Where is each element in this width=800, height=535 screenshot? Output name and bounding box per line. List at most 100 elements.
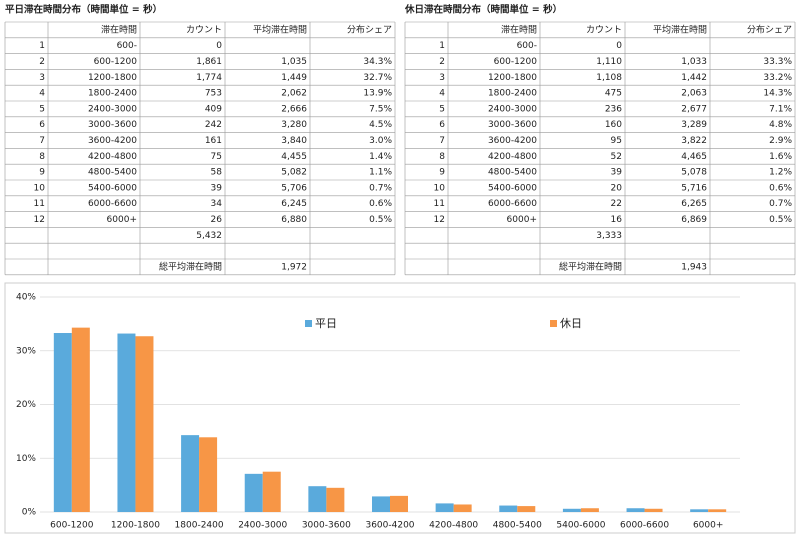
cell: 33.3% bbox=[763, 57, 792, 67]
cell: 4.5% bbox=[369, 120, 392, 130]
cell: 5,082 bbox=[281, 168, 307, 178]
cell: 6,880 bbox=[281, 215, 307, 225]
cell: 34 bbox=[211, 199, 223, 209]
y-tick-label: 0% bbox=[22, 508, 37, 518]
bar bbox=[326, 487, 345, 512]
cell: 8 bbox=[39, 152, 45, 162]
cell: 26 bbox=[211, 215, 223, 225]
cell: 2400-3000 bbox=[88, 104, 137, 114]
bar bbox=[499, 505, 518, 512]
cell: 3,840 bbox=[281, 136, 307, 146]
cell: 1,943 bbox=[681, 262, 707, 272]
bar bbox=[644, 508, 663, 512]
bar bbox=[453, 504, 472, 512]
cell: 1,774 bbox=[196, 73, 222, 83]
cell: 1.2% bbox=[769, 168, 792, 178]
cell: 分布シェア bbox=[747, 23, 792, 35]
cell: 32.7% bbox=[363, 73, 392, 83]
cell: 16 bbox=[611, 215, 623, 225]
cell: 2,666 bbox=[281, 104, 307, 114]
legend-label: 平日 bbox=[315, 317, 337, 330]
x-tick-label: 4800-5400 bbox=[493, 521, 542, 531]
cell: 1,449 bbox=[281, 73, 307, 83]
x-tick-label: 6000+ bbox=[693, 521, 723, 531]
cell: 600- bbox=[517, 41, 537, 51]
table-title: 平日滞在時間分布（時間単位 = 秒） bbox=[5, 4, 162, 16]
legend-label: 休日 bbox=[560, 317, 582, 330]
x-tick-label: 4200-4800 bbox=[429, 521, 478, 531]
cell: 6,245 bbox=[281, 199, 307, 209]
y-tick-label: 30% bbox=[16, 346, 36, 356]
cell: 5,432 bbox=[196, 231, 222, 241]
cell: 2,063 bbox=[681, 89, 707, 99]
cell: 39 bbox=[211, 183, 223, 193]
cell: 0.5% bbox=[369, 215, 392, 225]
cell: 1,972 bbox=[281, 262, 307, 272]
cell: 3600-4200 bbox=[88, 136, 137, 146]
cell: 34.3% bbox=[363, 57, 392, 67]
cell: 6000+ bbox=[107, 215, 137, 225]
cell: 1,033 bbox=[681, 57, 707, 67]
cell: 12 bbox=[34, 215, 45, 225]
cell: 8 bbox=[439, 152, 445, 162]
cell: 3600-4200 bbox=[488, 136, 537, 146]
x-tick-label: 1200-1800 bbox=[111, 521, 160, 531]
cell: 600-1200 bbox=[94, 57, 138, 67]
cell: 平均滞在時間 bbox=[653, 23, 707, 35]
bar bbox=[308, 486, 327, 512]
cell: カウント bbox=[586, 24, 622, 35]
cell: 6,869 bbox=[681, 215, 707, 225]
cell: 7 bbox=[439, 136, 445, 146]
x-tick-label: 5400-6000 bbox=[556, 521, 605, 531]
cell: 総平均滞在時間 bbox=[159, 260, 222, 272]
bar bbox=[690, 509, 709, 512]
cell: 160 bbox=[605, 120, 622, 130]
bar bbox=[262, 471, 281, 512]
cell: 6000+ bbox=[507, 215, 537, 225]
cell: 3000-3600 bbox=[88, 120, 137, 130]
cell: 2 bbox=[39, 57, 45, 67]
cell: 10 bbox=[34, 183, 46, 193]
cell: 0.7% bbox=[369, 183, 392, 193]
bar bbox=[53, 333, 72, 512]
cell: 1,110 bbox=[596, 57, 622, 67]
cell: 5,078 bbox=[681, 168, 707, 178]
cell: 0.6% bbox=[369, 199, 392, 209]
cell: 4200-4800 bbox=[88, 152, 137, 162]
x-tick-label: 3600-4200 bbox=[365, 521, 414, 531]
cell: 5400-6000 bbox=[88, 183, 137, 193]
cell: 4200-4800 bbox=[488, 152, 537, 162]
bar bbox=[562, 508, 581, 512]
cell: 242 bbox=[205, 120, 222, 130]
cell: 3,333 bbox=[596, 231, 622, 241]
cell: 9 bbox=[39, 168, 45, 178]
cell: 3,280 bbox=[281, 120, 307, 130]
bar bbox=[708, 509, 727, 512]
cell: 1,442 bbox=[681, 73, 707, 83]
cell: 10 bbox=[434, 183, 446, 193]
cell: 3000-3600 bbox=[488, 120, 537, 130]
cell: 4,455 bbox=[281, 152, 307, 162]
bar bbox=[435, 503, 454, 512]
cell: 2400-3000 bbox=[488, 104, 537, 114]
cell: 52 bbox=[611, 152, 622, 162]
cell: 14.3% bbox=[763, 89, 792, 99]
bar bbox=[135, 336, 154, 512]
cell: 0.5% bbox=[769, 215, 792, 225]
cell: 600-1200 bbox=[494, 57, 538, 67]
cell: 6000-6600 bbox=[488, 199, 537, 209]
x-tick-label: 3000-3600 bbox=[302, 521, 351, 531]
table-title: 休日滞在時間分布（時間単位 = 秒） bbox=[404, 4, 562, 16]
cell: 1.6% bbox=[769, 152, 792, 162]
cell: カウント bbox=[186, 24, 222, 35]
cell: 600- bbox=[117, 41, 137, 51]
cell: 4.8% bbox=[769, 120, 792, 130]
cell: 6000-6600 bbox=[88, 199, 137, 209]
cell: 0.7% bbox=[769, 199, 792, 209]
cell: 平均滞在時間 bbox=[253, 23, 307, 35]
cell: 総平均滞在時間 bbox=[559, 260, 622, 272]
cell: 4800-5400 bbox=[88, 168, 137, 178]
cell: 1,035 bbox=[281, 57, 307, 67]
cell: 161 bbox=[205, 136, 222, 146]
